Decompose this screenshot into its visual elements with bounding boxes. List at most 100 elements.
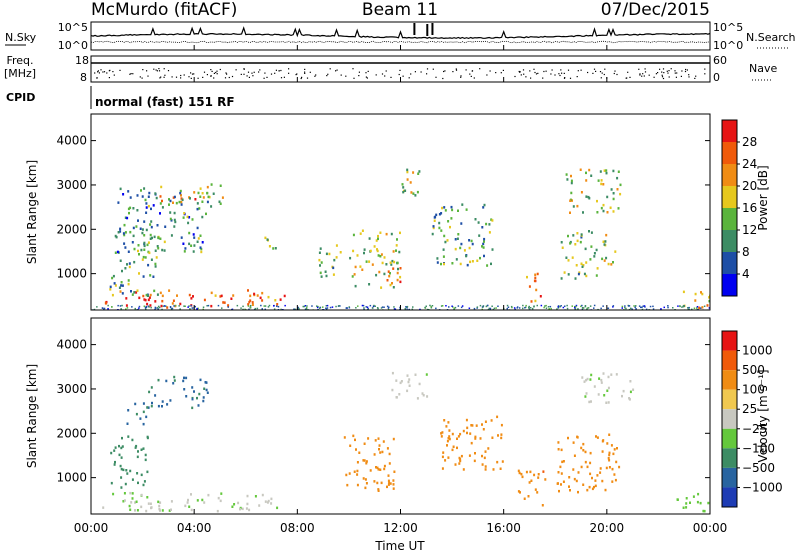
nave-dot-14: [270, 73, 273, 75]
velocity-cell-145: [139, 417, 142, 420]
nave-dot-225: [502, 69, 504, 71]
nave-dot-223: [216, 73, 218, 75]
power-cell-900: [633, 305, 635, 307]
vel-cbar-swatch-1: [722, 350, 737, 371]
nave-dot-19: [94, 72, 96, 74]
power-cell-465: [585, 261, 588, 264]
power-cell-172: [144, 198, 147, 202]
nave-dot-26: [243, 73, 245, 75]
power-cell-560: [599, 170, 602, 173]
velocity-cell-386: [599, 467, 602, 470]
power-cell-283: [332, 273, 335, 276]
power-cell-40: [210, 291, 213, 295]
power-cell-806: [134, 307, 136, 310]
nave-dot-103: [627, 71, 629, 73]
power-cell-210: [184, 247, 187, 250]
power-cell-430: [440, 262, 442, 266]
power-cell-178: [173, 195, 176, 199]
velocity-cell-290: [484, 468, 487, 471]
nave-dot-115: [420, 71, 422, 73]
velocity-cell-207: [392, 483, 395, 486]
power-cell-541: [602, 203, 605, 207]
power-cell-818: [468, 307, 471, 309]
velocity-cell-400: [588, 400, 591, 404]
power-cell-505: [567, 259, 570, 262]
power-cell-323: [351, 275, 354, 278]
power-cell-658: [577, 308, 579, 310]
power-cell-394: [440, 229, 443, 232]
power-cell-963: [634, 306, 636, 309]
beam-title: Beam 11: [362, 0, 438, 20]
velocity-cell-257: [487, 447, 490, 450]
power-cell-150: [129, 196, 132, 199]
velocity-cell-312: [544, 478, 547, 481]
power-cell-636: [696, 308, 698, 310]
power-cell-448: [438, 213, 441, 216]
power-cell-438: [450, 205, 453, 209]
power-cell-805: [691, 308, 693, 310]
velocity-cell-236: [452, 445, 455, 448]
power-cell-549: [570, 179, 573, 183]
power-cell-467: [576, 239, 579, 243]
velocity-cell-403: [589, 378, 592, 381]
velocity-cell-219: [395, 396, 398, 399]
nave-dot-140: [264, 72, 266, 74]
power-cell-527: [602, 183, 605, 186]
velocity-cell-205: [388, 462, 391, 465]
power-cell-455: [534, 273, 537, 276]
velocity-cell-57: [254, 495, 257, 498]
power-cell-337: [389, 272, 391, 275]
vel-cbar-label-5: −100: [742, 441, 775, 455]
power-cell-721: [184, 305, 186, 307]
power-cell-244: [196, 240, 199, 243]
power-cell-550: [590, 174, 593, 177]
vel-cbar-frame: [721, 330, 738, 508]
velocity-cell-367: [610, 444, 613, 447]
nave-dot-114: [577, 70, 579, 72]
power-cell-341: [392, 250, 395, 253]
power-cell-662: [319, 306, 322, 309]
power-cell-306: [385, 232, 388, 236]
nave-dot-201: [304, 71, 306, 73]
power-cell-314: [376, 249, 379, 253]
power-cell-450: [457, 209, 459, 212]
power-cell-533: [619, 183, 622, 187]
velocity-cell-349: [586, 465, 589, 469]
power-cell-960: [196, 307, 198, 310]
nave-dot-191: [542, 77, 544, 79]
velocity-cell-288: [446, 439, 449, 443]
velocity-cell-7: [261, 493, 264, 497]
nave-dot-168: [235, 69, 237, 71]
power-cell-975: [574, 306, 576, 309]
power-cell-821: [260, 304, 262, 307]
power-cell-76: [141, 228, 144, 231]
power-cell-555: [610, 188, 613, 191]
power-cell-188: [180, 236, 183, 239]
power-cell-859: [525, 304, 527, 307]
nave-dot-216: [163, 68, 165, 70]
power-cell-293: [325, 252, 328, 256]
nave-dot-188: [210, 75, 212, 77]
power-cell-200: [196, 207, 199, 211]
nave-dot-205: [188, 76, 190, 78]
nave-dot-214: [655, 73, 657, 75]
power-cell-332: [359, 232, 362, 235]
power-cell-312: [398, 250, 401, 254]
power-cell-99: [154, 265, 157, 268]
velocity-cell-177: [367, 437, 370, 440]
power-cell-606: [497, 305, 499, 307]
power-cell-194: [117, 231, 120, 234]
power-cell-386: [432, 226, 435, 230]
xtick-label-6: 00:00: [693, 521, 728, 535]
power-cell-459: [528, 285, 531, 288]
power-cell-94: [140, 248, 143, 252]
velocity-cell-409: [590, 400, 592, 403]
power-cell-926: [298, 308, 300, 310]
velocity-cell-320: [568, 485, 570, 488]
velocity-cell-20: [129, 508, 132, 511]
velocity-cell-388: [594, 484, 597, 488]
power-cell-96: [147, 263, 150, 267]
velocity-cell-19: [159, 509, 161, 512]
power-cell-672: [242, 308, 244, 310]
velocity-cell-46: [129, 491, 132, 495]
